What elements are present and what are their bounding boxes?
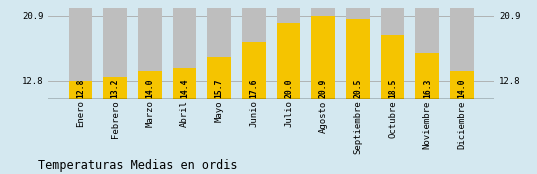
Text: 13.2: 13.2 <box>111 78 120 98</box>
Bar <box>242 42 266 99</box>
Text: 12.8: 12.8 <box>76 78 85 98</box>
Bar <box>450 71 474 99</box>
Text: 14.4: 14.4 <box>180 78 189 98</box>
Bar <box>311 16 335 99</box>
Bar <box>346 19 369 99</box>
Bar <box>207 8 231 99</box>
Bar <box>138 8 162 99</box>
Text: 20.0: 20.0 <box>284 78 293 98</box>
Bar <box>416 8 439 99</box>
Bar <box>416 53 439 99</box>
Bar <box>311 8 335 99</box>
Bar <box>103 77 127 99</box>
Text: 14.0: 14.0 <box>146 78 154 98</box>
Bar <box>207 57 231 99</box>
Bar <box>69 81 92 99</box>
Bar <box>69 8 92 99</box>
Text: 17.6: 17.6 <box>249 78 258 98</box>
Bar <box>103 8 127 99</box>
Text: Temperaturas Medias en ordis: Temperaturas Medias en ordis <box>38 159 237 172</box>
Bar <box>138 71 162 99</box>
Text: 20.9: 20.9 <box>319 78 328 98</box>
Bar <box>346 8 369 99</box>
Text: 20.5: 20.5 <box>353 78 362 98</box>
Bar <box>173 68 196 99</box>
Bar <box>381 8 404 99</box>
Text: 14.0: 14.0 <box>458 78 467 98</box>
Bar <box>242 8 266 99</box>
Bar <box>277 8 300 99</box>
Bar <box>277 23 300 99</box>
Bar <box>173 8 196 99</box>
Text: 16.3: 16.3 <box>423 78 432 98</box>
Text: 15.7: 15.7 <box>215 78 223 98</box>
Bar <box>450 8 474 99</box>
Bar <box>381 35 404 99</box>
Text: 18.5: 18.5 <box>388 78 397 98</box>
